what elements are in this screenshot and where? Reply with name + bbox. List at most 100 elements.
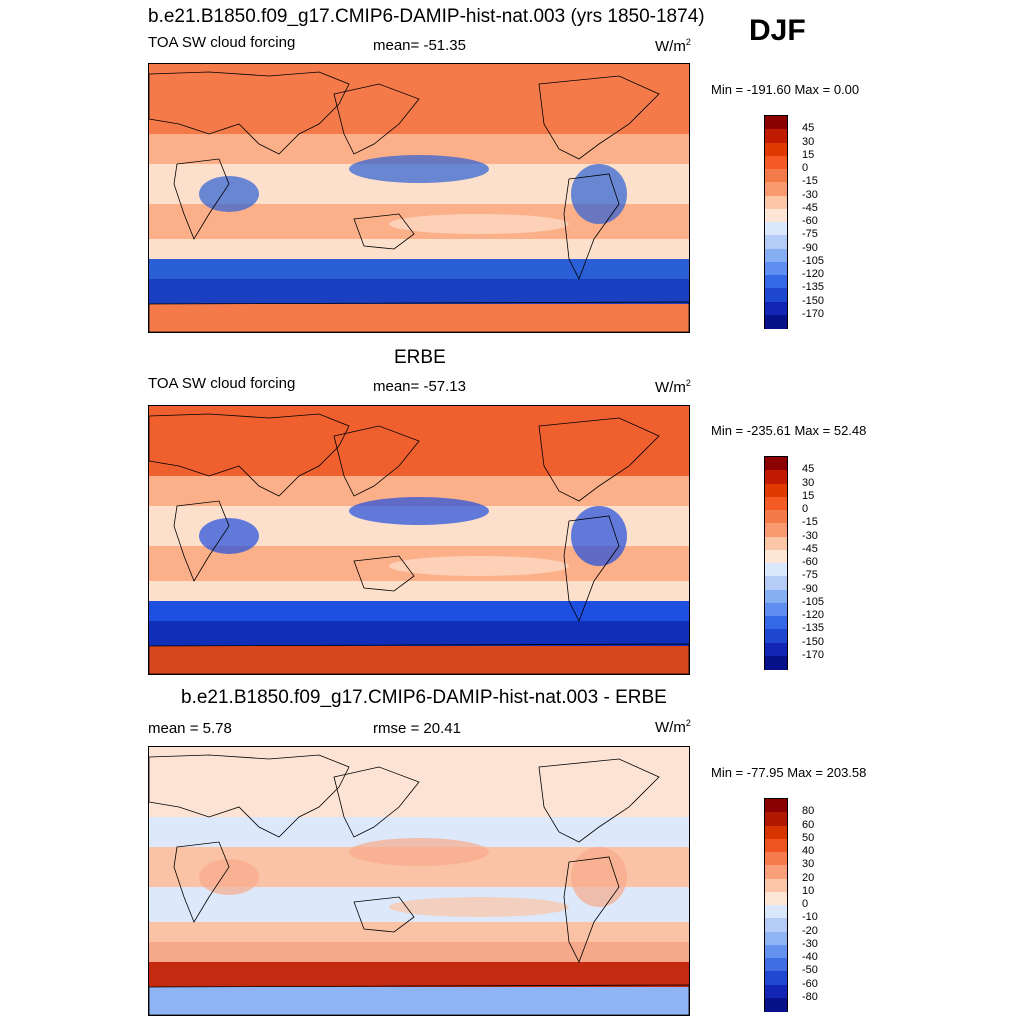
colorbar-tick-label: -10 — [802, 911, 818, 924]
colorbar-swatch — [765, 235, 787, 249]
colorbar-swatch — [765, 129, 787, 143]
map-blob — [199, 518, 259, 554]
colorbar-tick-label: 10 — [802, 884, 815, 897]
map-blob — [199, 176, 259, 212]
colorbar-swatch — [765, 655, 787, 670]
colorbar-swatch — [765, 563, 787, 577]
colorbar-swatch — [765, 301, 787, 316]
panel-2-title: ERBE — [394, 347, 446, 368]
colorbar-tick-label: 50 — [802, 831, 815, 844]
map-blob — [199, 859, 259, 895]
colorbar-swatch — [765, 865, 787, 879]
colorbar-swatch — [765, 195, 787, 210]
coastline — [353, 213, 415, 250]
colorbar-swatch — [765, 261, 787, 276]
colorbar-tick-label: 15 — [802, 148, 815, 161]
colorbar-swatch — [765, 589, 787, 604]
colorbar-tick-label: -80 — [802, 990, 818, 1003]
coastline — [173, 841, 230, 923]
colorbar-tick-label: 0 — [802, 898, 809, 910]
panel-1-units: W/m2 — [655, 37, 691, 55]
colorbar-swatch — [765, 891, 787, 906]
colorbar-tick-label: -60 — [802, 556, 818, 568]
colorbar-swatch — [765, 812, 787, 826]
colorbar-swatch — [765, 483, 787, 498]
panel-3-title: b.e21.B1850.f09_g17.CMIP6-DAMIP-hist-nat… — [181, 687, 667, 708]
colorbar-tick-label: -30 — [802, 529, 818, 542]
map-blob — [389, 556, 569, 576]
colorbar-swatch — [765, 142, 787, 157]
colorbar-tick-label: 30 — [802, 476, 815, 489]
coastline — [149, 643, 689, 674]
coastline — [333, 425, 420, 497]
coastline — [173, 158, 230, 240]
colorbar-tick-label: 0 — [802, 162, 809, 174]
colorbar-tick-label: -15 — [802, 516, 818, 529]
colorbar-tick-label: -170 — [802, 648, 825, 661]
colorbar-swatch — [765, 944, 787, 959]
coastline — [149, 71, 350, 155]
colorbar-swatch — [765, 878, 787, 893]
colorbar-swatch — [765, 523, 787, 537]
coastline — [353, 896, 415, 933]
colorbar-tick-label: -15 — [802, 175, 818, 188]
coastline — [563, 173, 620, 280]
colorbar-swatch — [765, 169, 787, 183]
colorbar-tick-label: -90 — [802, 241, 818, 254]
map-band — [149, 962, 689, 987]
colorbar-swatch — [765, 314, 787, 329]
colorbar-swatch — [765, 116, 787, 130]
panel-3-map — [148, 746, 690, 1016]
colorbar-swatch — [765, 984, 787, 999]
colorbar-swatch — [765, 825, 787, 840]
panel-1-minmax: Min = -191.60 Max = 0.00 — [711, 82, 860, 97]
map-blob — [349, 838, 489, 866]
coastline — [538, 75, 660, 160]
coastline — [173, 500, 230, 582]
panel-2-mean: mean= -57.13 — [373, 378, 466, 395]
coastline — [563, 856, 620, 963]
panel-2-colorbar — [764, 456, 788, 670]
panel-3-left-label: mean = 5.78 — [148, 720, 232, 737]
colorbar-tick-label: 0 — [802, 503, 809, 515]
colorbar-tick-label: -150 — [802, 635, 825, 648]
coastline — [353, 555, 415, 592]
colorbar-tick-label: -75 — [802, 569, 818, 582]
panel-3-rmse: rmse = 20.41 — [373, 720, 461, 737]
colorbar-tick-label: 30 — [802, 858, 815, 871]
colorbar-tick-label: -135 — [802, 281, 825, 294]
map-band — [149, 259, 689, 279]
colorbar-swatch — [765, 457, 787, 471]
colorbar-swatch — [765, 275, 787, 289]
colorbar-tick-label: -60 — [802, 977, 818, 990]
panel-3-map-svg — [149, 747, 689, 1015]
map-blob — [349, 497, 489, 525]
colorbar-swatch — [765, 208, 787, 223]
panel-2-map — [148, 405, 690, 675]
panel-1-map — [148, 63, 690, 333]
colorbar-swatch — [765, 576, 787, 590]
coastline — [333, 766, 420, 838]
coastline — [149, 301, 689, 332]
colorbar-tick-label: -90 — [802, 582, 818, 595]
season-label: DJF — [749, 14, 806, 47]
colorbar-swatch — [765, 602, 787, 617]
colorbar-tick-label: -50 — [802, 964, 818, 977]
panel-3-colorbar — [764, 798, 788, 1012]
map-band — [149, 581, 689, 601]
colorbar-tick-label: 15 — [802, 489, 815, 502]
map-band — [149, 646, 689, 674]
colorbar-tick-label: -20 — [802, 924, 818, 937]
panel-1-colorbar — [764, 115, 788, 329]
panel-1-left-label: TOA SW cloud forcing — [148, 34, 296, 51]
colorbar-swatch — [765, 931, 787, 946]
map-band — [149, 601, 689, 621]
map-band — [149, 239, 689, 259]
colorbar-tick-label: 20 — [802, 871, 815, 884]
map-blob — [571, 164, 627, 224]
colorbar-tick-label: 60 — [802, 818, 815, 831]
coastline — [538, 758, 660, 843]
colorbar-swatch — [765, 838, 787, 853]
colorbar-swatch — [765, 155, 787, 170]
colorbar-tick-label: -150 — [802, 294, 825, 307]
